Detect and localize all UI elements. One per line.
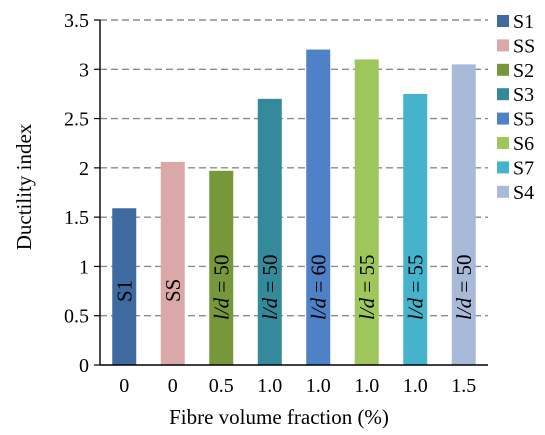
x-tick-label: 0.5 (209, 375, 234, 397)
legend-swatch-s1 (497, 15, 509, 27)
bars (112, 49, 476, 366)
bar-s3 (257, 98, 282, 365)
y-tick-label: 2.5 (64, 109, 89, 131)
y-tick-label: 3.5 (64, 10, 89, 32)
bar-s7 (403, 93, 428, 365)
legend-entry: S4 (513, 182, 534, 204)
legend-swatch-s5 (497, 112, 509, 125)
bar-label: l/d = 50 (258, 254, 282, 320)
x-tick-label: 1.5 (451, 375, 476, 397)
x-tick-label: 1.0 (354, 375, 379, 397)
legend-entry: S6 (513, 133, 534, 155)
y-tick-label: 2 (79, 158, 89, 180)
bar-s6 (354, 59, 379, 366)
y-tick-label: 3 (79, 59, 89, 81)
y-tick-label: 1 (79, 256, 89, 278)
bar-s2 (209, 170, 234, 365)
x-tick-labels: 0 0 0.5 1.0 1.0 1.0 1.0 1.5 (119, 375, 476, 397)
legend-swatch-ss (497, 39, 509, 52)
bar-s1 (112, 208, 137, 365)
bar-label: l/d = 50 (452, 254, 476, 320)
gridlines (100, 19, 488, 317)
bar-label: S1 (112, 280, 136, 302)
x-tick-label: 0 (168, 375, 178, 397)
legend-swatch-s6 (497, 137, 509, 149)
bar-label: l/d = 55 (403, 254, 427, 320)
x-tick-label: 1.0 (257, 375, 282, 397)
bar-label: l/d = 50 (209, 254, 233, 320)
bar-s5 (306, 49, 331, 365)
x-tick-label: 1.0 (306, 375, 331, 397)
y-tick-label: 0.5 (64, 306, 89, 328)
x-tick-label: 0 (119, 375, 129, 397)
x-axis-title: Fibre volume fraction (%) (169, 405, 389, 429)
legend-swatch-s3 (497, 88, 509, 101)
legend-entry: S3 (513, 84, 534, 106)
bar-ss (160, 161, 185, 365)
legend-entry: SS (513, 35, 535, 57)
legend-entry: S2 (513, 60, 534, 82)
bar-label: SS (161, 279, 185, 302)
legend-swatch-s2 (497, 63, 509, 76)
y-tick-label: 1.5 (64, 207, 89, 229)
legend-swatch-s7 (497, 161, 509, 174)
legend-entry: S7 (513, 157, 534, 179)
legend-entry: S5 (513, 109, 534, 131)
bar-labels: S1 SS l/d = 50 l/d = 50 l/d = 60 l/d = 55 l/d … (112, 254, 476, 320)
y-axis-title: Ductility index (12, 123, 36, 250)
legend-swatch-s4 (497, 185, 509, 198)
x-tick-label: 1.0 (403, 375, 428, 397)
axes (99, 20, 488, 366)
bar-label: l/d = 55 (355, 254, 379, 320)
bar-label: l/d = 60 (306, 254, 330, 320)
y-tick-label: 0 (79, 355, 89, 377)
y-tick-labels: 0 0.5 1 1.5 2 2.5 3 3.5 (64, 10, 100, 377)
legend-entry: S1 (513, 11, 534, 33)
bar-s4 (451, 64, 476, 365)
